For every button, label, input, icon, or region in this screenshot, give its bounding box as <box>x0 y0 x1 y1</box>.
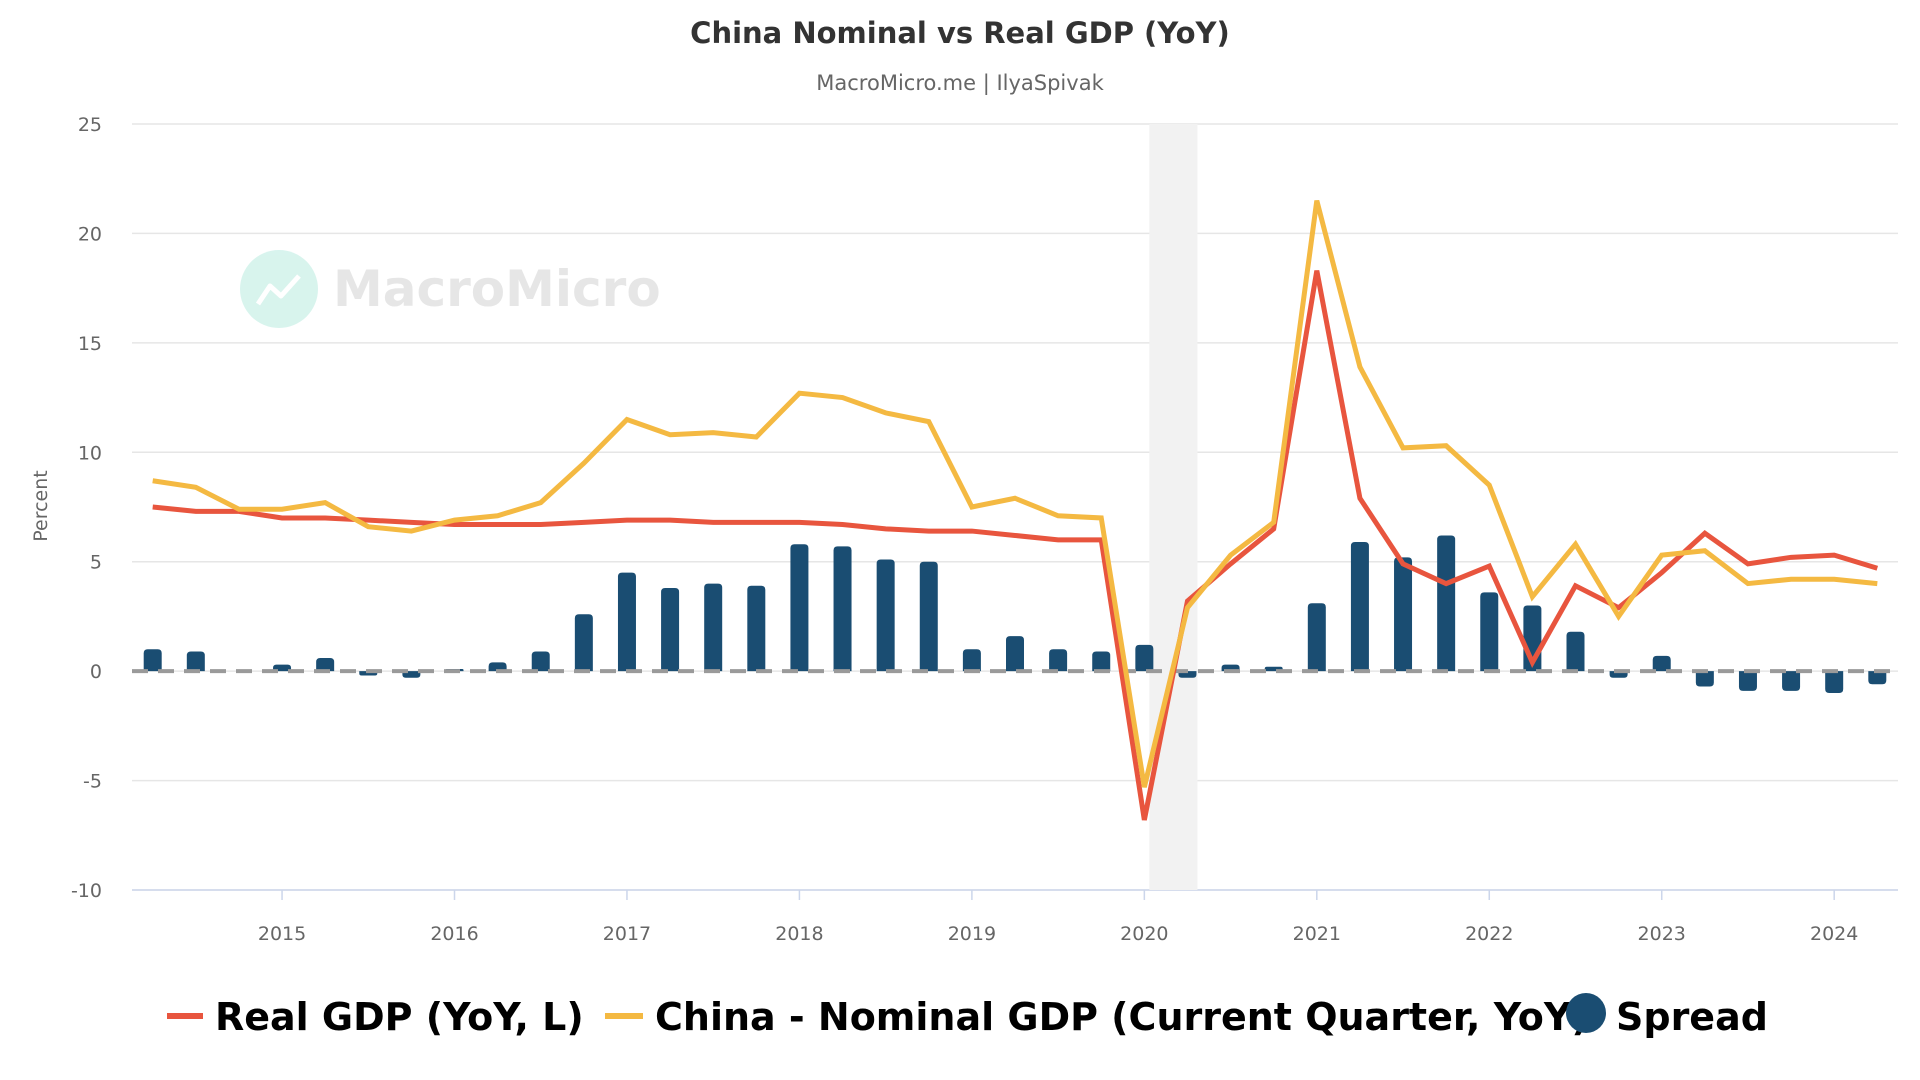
x-tick-label: 2023 <box>1638 923 1686 945</box>
y-tick-label: 20 <box>78 223 102 245</box>
grid: -10 -5 0 5 10 15 20 25 <box>71 114 1898 902</box>
spread-bar <box>833 546 852 672</box>
spread-bar <box>919 561 938 672</box>
watermark-chart-icon <box>255 274 301 306</box>
shaded-band <box>1149 124 1198 890</box>
shaded-region <box>1149 124 1198 890</box>
spread-bar <box>1825 671 1844 694</box>
spread-bar <box>1782 671 1801 691</box>
spread-bar <box>1437 535 1456 672</box>
spread-bar <box>531 651 550 672</box>
spread-bar <box>1135 644 1154 672</box>
nominal-gdp-line <box>152 199 1878 788</box>
legend-label-nominal-gdp: China - Nominal GDP (Current Quarter, Yo… <box>655 995 1589 1039</box>
spread-bar <box>1394 557 1413 672</box>
chart-subtitle: MacroMicro.me | IlyaSpivak <box>816 71 1104 96</box>
spread-bar <box>747 585 766 672</box>
spread-bar <box>1350 542 1369 672</box>
y-tick-label: -10 <box>71 880 102 902</box>
y-tick-label: 10 <box>78 442 102 464</box>
spread-bar <box>962 649 981 672</box>
spread-bar <box>1092 651 1111 672</box>
legend-swatch-spread <box>1566 993 1606 1033</box>
legend-label-real-gdp: Real GDP (YoY, L) <box>215 995 584 1039</box>
y-tick-label: 5 <box>90 552 102 574</box>
spread-bar <box>661 587 680 672</box>
y-tick-label: 15 <box>78 333 102 355</box>
spread-bar <box>1738 671 1757 691</box>
spread-bar <box>574 614 593 672</box>
x-tick-label: 2018 <box>775 923 823 945</box>
spread-bar <box>1868 671 1887 685</box>
spread-bar <box>1307 603 1326 672</box>
spread-bar <box>488 662 507 672</box>
spread-bar <box>876 559 895 672</box>
spread-bar <box>1566 631 1585 672</box>
spread-bar <box>1652 655 1671 672</box>
legend-item-nominal-gdp[interactable]: China - Nominal GDP (Current Quarter, Yo… <box>605 995 1589 1039</box>
x-tick-label: 2016 <box>430 923 478 945</box>
legend-item-spread[interactable]: Spread <box>1566 993 1768 1039</box>
legend-item-real-gdp[interactable]: Real GDP (YoY, L) <box>167 995 584 1039</box>
series-lines <box>152 199 1879 821</box>
spread-bar <box>143 649 162 672</box>
spread-bar <box>1006 636 1024 672</box>
y-tick-label: 25 <box>78 114 102 136</box>
x-axis: 2015 2016 2017 2018 2019 2020 2021 2022 2023 2024 <box>258 890 1858 945</box>
spread-bar <box>704 583 723 672</box>
spread-bar <box>1480 592 1499 672</box>
legend-label-spread: Spread <box>1616 995 1768 1039</box>
watermark: MacroMicro <box>240 250 661 328</box>
spread-bar <box>617 572 636 672</box>
spread-bar <box>1695 671 1714 687</box>
watermark-text: MacroMicro <box>333 260 661 318</box>
x-tick-label: 2015 <box>258 923 306 945</box>
x-tick-label: 2021 <box>1293 923 1341 945</box>
x-tick-label: 2020 <box>1120 923 1168 945</box>
spread-bar <box>790 544 809 672</box>
legend: Real GDP (YoY, L) China - Nominal GDP (C… <box>167 993 1768 1039</box>
x-tick-label: 2024 <box>1810 923 1858 945</box>
y-tick-label: 0 <box>90 661 102 683</box>
x-tick-label: 2022 <box>1465 923 1513 945</box>
y-axis-label: Percent <box>30 470 52 542</box>
spread-bar <box>316 658 335 672</box>
spread-bars <box>143 535 1887 694</box>
spread-bar <box>1049 649 1068 672</box>
x-tick-label: 2017 <box>603 923 651 945</box>
watermark-logo-icon <box>240 250 318 328</box>
spread-bar <box>186 651 205 672</box>
x-tick-label: 2019 <box>948 923 996 945</box>
real-gdp-line <box>152 270 1879 821</box>
chart-title: China Nominal vs Real GDP (YoY) <box>690 16 1230 50</box>
y-tick-label: -5 <box>83 771 102 793</box>
